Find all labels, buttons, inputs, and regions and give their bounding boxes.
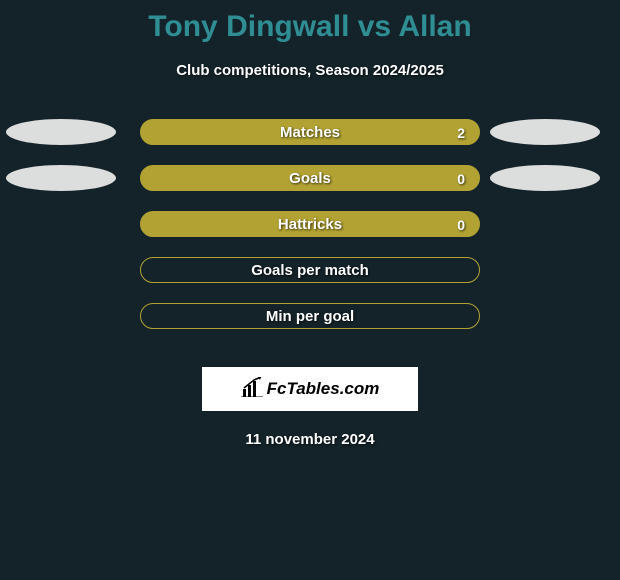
stat-label: Matches [141,120,479,146]
stat-bar: Goals0 [140,165,480,191]
stat-bar: Min per goal [140,303,480,329]
infographic-root: Tony Dingwall vs Allan Club competitions… [0,0,620,448]
stat-label: Goals [141,166,479,192]
stat-value-right: 2 [457,120,465,146]
stat-value-right: 0 [457,166,465,192]
brand-text: FcTables.com [267,379,380,399]
stat-row: Goals per match [0,257,620,303]
stat-row: Min per goal [0,303,620,349]
player-left-marker [6,119,116,145]
stat-label: Hattricks [141,212,479,238]
player-right-marker [490,165,600,191]
stat-bar: Goals per match [140,257,480,283]
stat-bar: Matches2 [140,119,480,145]
stat-row: Matches2 [0,119,620,165]
player-right-marker [490,119,600,145]
page-title: Tony Dingwall vs Allan [0,0,620,44]
stat-value-right: 0 [457,212,465,238]
player-left-marker [6,165,116,191]
stat-bar: Hattricks0 [140,211,480,237]
stat-rows: Matches2Goals0Hattricks0Goals per matchM… [0,119,620,349]
date-label: 11 november 2024 [0,431,620,448]
brand-badge: FcTables.com [202,367,418,411]
subtitle: Club competitions, Season 2024/2025 [0,62,620,79]
stat-row: Goals0 [0,165,620,211]
chart-icon [241,377,263,402]
stat-label: Min per goal [141,304,479,330]
stat-row: Hattricks0 [0,211,620,257]
stat-label: Goals per match [141,258,479,284]
